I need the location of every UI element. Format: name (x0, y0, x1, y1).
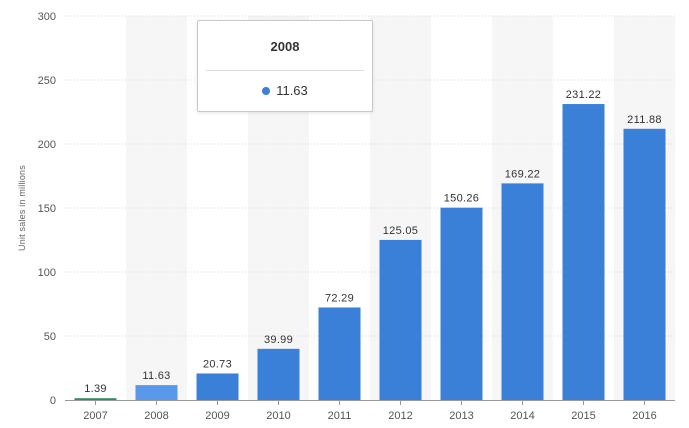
x-axis-ticks: 2007 2008 2009 2010 2011 2012 2013 2014 2015 2016 (83, 400, 657, 422)
y-tick-label: 200 (38, 139, 56, 151)
x-tick-label: 2009 (205, 410, 229, 422)
bar[interactable] (318, 307, 361, 400)
y-tick-label: 0 (50, 395, 56, 407)
y-tick-label: 250 (38, 75, 56, 87)
data-label: 231.22 (566, 89, 601, 101)
gridlines (65, 15, 675, 401)
data-label: 211.88 (627, 114, 662, 126)
column-band (126, 16, 187, 400)
tooltip-title: 2008 (270, 39, 300, 54)
data-label: 72.29 (325, 292, 354, 304)
y-axis-ticks: 0 50 100 150 200 250 300 (38, 11, 56, 407)
bar[interactable] (562, 104, 605, 401)
data-label: 169.22 (505, 168, 540, 180)
data-label: 20.73 (203, 358, 232, 370)
x-tick-label: 2008 (144, 410, 168, 422)
y-tick-label: 50 (44, 331, 56, 343)
x-tick-label: 2014 (510, 410, 534, 422)
y-tick-label: 100 (38, 267, 56, 279)
x-tick-label: 2015 (571, 410, 595, 422)
tooltip-value: 11.63 (276, 83, 308, 98)
tooltip-value-row: 11.63 (198, 83, 372, 98)
bar[interactable] (379, 239, 422, 400)
y-axis-title: Unit sales in millions (17, 165, 27, 251)
data-label: 1.39 (84, 383, 107, 395)
x-tick-label: 2016 (632, 410, 656, 422)
series-dot-icon (262, 86, 271, 95)
data-label: 150.26 (444, 193, 479, 205)
bar[interactable] (257, 348, 300, 400)
x-tick-label: 2013 (449, 410, 473, 422)
tooltip: 2008 11.63 (197, 20, 373, 112)
data-label: 39.99 (264, 334, 293, 346)
x-tick-label: 2010 (266, 410, 290, 422)
x-tick-label: 2007 (83, 410, 107, 422)
data-label: 125.05 (383, 225, 418, 237)
bar[interactable] (623, 128, 666, 401)
bar[interactable] (501, 183, 544, 400)
bar[interactable] (135, 385, 178, 400)
tooltip-divider (206, 70, 364, 71)
x-tick-label: 2011 (328, 410, 352, 422)
data-label: 11.63 (142, 370, 170, 382)
data-labels: 1.39 11.63 20.73 39.99 72.29 125.05 150.26 169.… (84, 89, 662, 395)
bar[interactable] (196, 373, 239, 400)
x-tick-label: 2012 (388, 410, 412, 422)
y-tick-label: 150 (38, 203, 56, 215)
bars (74, 104, 666, 401)
bar[interactable] (74, 398, 117, 400)
y-tick-label: 300 (38, 11, 56, 23)
bar[interactable] (440, 207, 483, 400)
